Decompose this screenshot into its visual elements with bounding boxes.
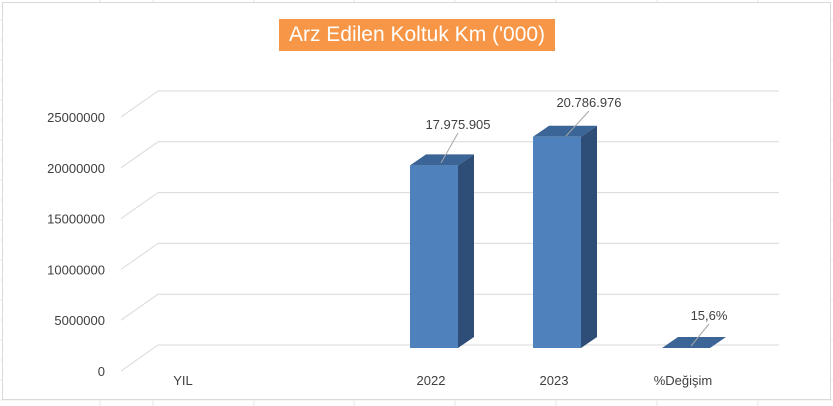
x-tick-label: %Değişim bbox=[654, 373, 713, 388]
x-tick-label: 2022 bbox=[417, 373, 446, 388]
gridline-side bbox=[120, 192, 159, 220]
y-tick-label: 0 bbox=[98, 364, 105, 379]
gridline-side bbox=[120, 141, 159, 169]
data-label: 17.975.905 bbox=[425, 117, 490, 132]
data-label-leader bbox=[690, 323, 710, 347]
bar-side bbox=[458, 154, 474, 348]
data-label: 20.786.976 bbox=[556, 95, 621, 110]
chart-title: Arz Edilen Koltuk Km ('000) bbox=[279, 19, 555, 51]
data-label-leader bbox=[440, 132, 459, 164]
y-tick-label: 20000000 bbox=[47, 161, 105, 176]
y-tick-label: 25000000 bbox=[47, 110, 105, 125]
x-tick-label: YIL bbox=[173, 373, 193, 388]
data-label-leader bbox=[565, 110, 590, 137]
bar-top bbox=[410, 154, 474, 166]
y-tick-label: 5000000 bbox=[54, 313, 105, 328]
gridline-side bbox=[120, 344, 159, 372]
x-tick-label: 2023 bbox=[540, 373, 569, 388]
bar-side bbox=[581, 125, 597, 348]
y-tick-label: 15000000 bbox=[47, 212, 105, 227]
column-chart-plot: 0 5000000 10000000 15000000 20000000 25000000… bbox=[47, 90, 779, 388]
data-label: 15,6% bbox=[691, 308, 728, 323]
gridline-side bbox=[120, 293, 159, 321]
bar-front bbox=[410, 165, 458, 348]
gridline-side bbox=[120, 242, 159, 270]
bar-front bbox=[533, 136, 581, 348]
gridline-side bbox=[120, 90, 159, 118]
chart-area[interactable]: Arz Edilen Koltuk Km ('000) 0 5000000 1000… bbox=[2, 2, 831, 400]
y-tick-label: 10000000 bbox=[47, 262, 105, 277]
bar-top bbox=[533, 125, 597, 137]
